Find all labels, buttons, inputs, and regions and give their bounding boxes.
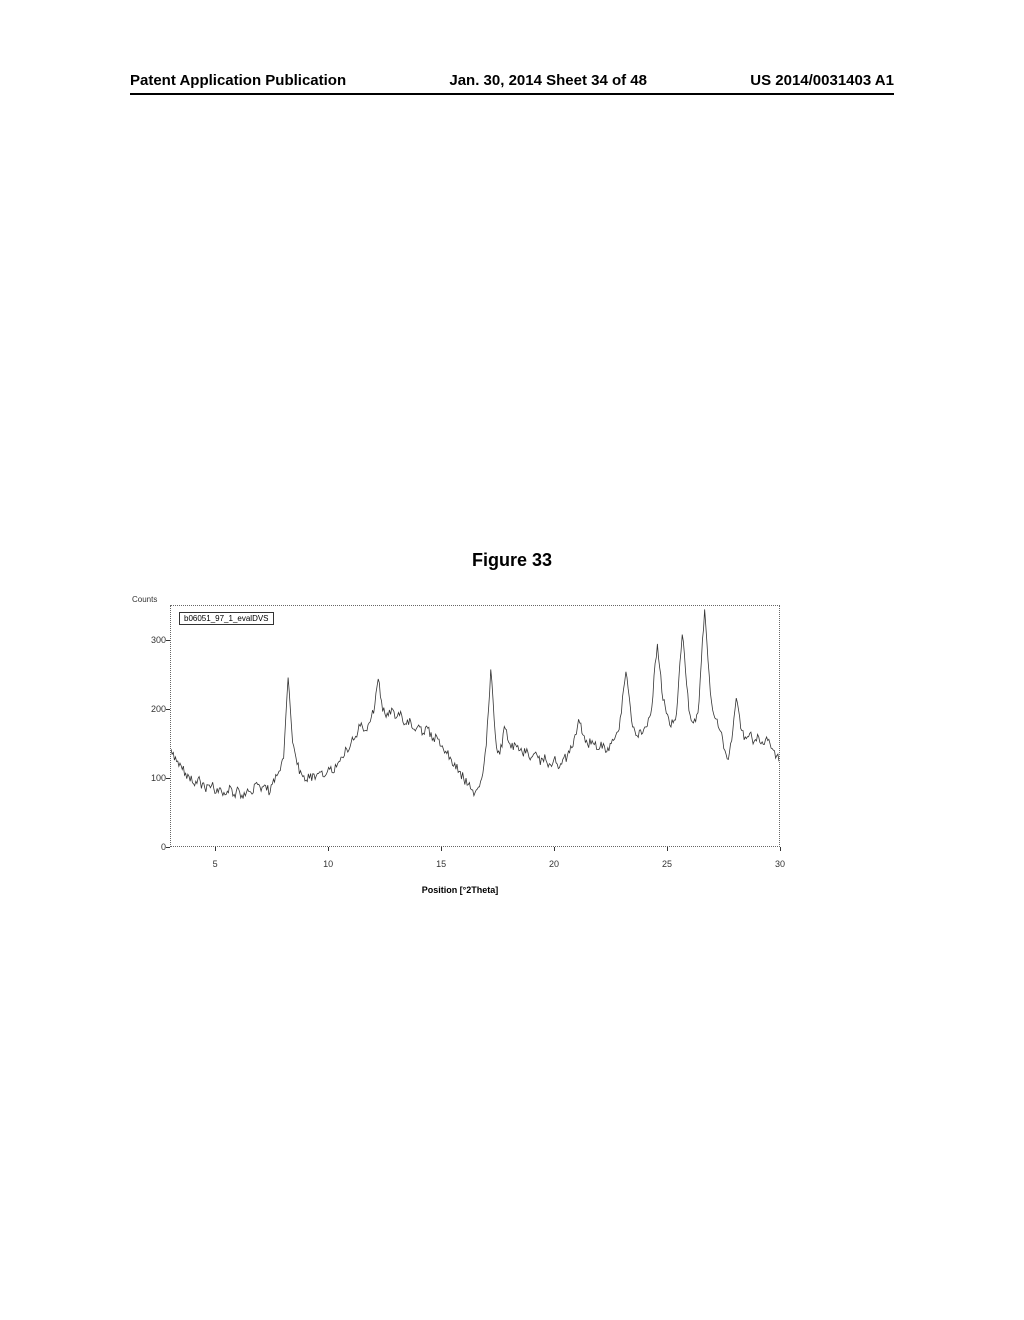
x-tick-mark [215,847,216,851]
header-rule [130,91,894,95]
x-tick-mark [328,847,329,851]
y-tick-label: 0 [140,842,166,852]
x-tick-mark [667,847,668,851]
y-tick-mark [166,778,170,779]
x-tick-label: 25 [662,859,672,869]
figure-title: Figure 33 [0,550,1024,571]
page-header: Patent Application Publication Jan. 30, … [0,72,1024,95]
y-tick-label: 300 [140,635,166,645]
header-center: Jan. 30, 2014 Sheet 34 of 48 [449,72,647,89]
x-tick-label: 5 [213,859,218,869]
x-tick-mark [554,847,555,851]
x-tick-mark [441,847,442,851]
x-tick-label: 15 [436,859,446,869]
xrd-chart: Counts b06051_97_1_evalDVS Position [°2T… [140,605,780,865]
x-tick-label: 30 [775,859,785,869]
chart-svg [171,606,779,846]
x-axis-label: Position [°2Theta] [140,885,780,895]
plot-area: b06051_97_1_evalDVS [170,605,780,847]
xrd-trace [171,609,779,798]
y-tick-mark [166,709,170,710]
x-tick-label: 10 [323,859,333,869]
x-tick-mark [780,847,781,851]
x-tick-label: 20 [549,859,559,869]
header-left: Patent Application Publication [130,72,346,89]
header-right: US 2014/0031403 A1 [750,72,894,89]
y-tick-mark [166,640,170,641]
y-axis-label: Counts [132,595,157,604]
y-tick-mark [166,847,170,848]
y-tick-label: 100 [140,773,166,783]
y-tick-label: 200 [140,704,166,714]
